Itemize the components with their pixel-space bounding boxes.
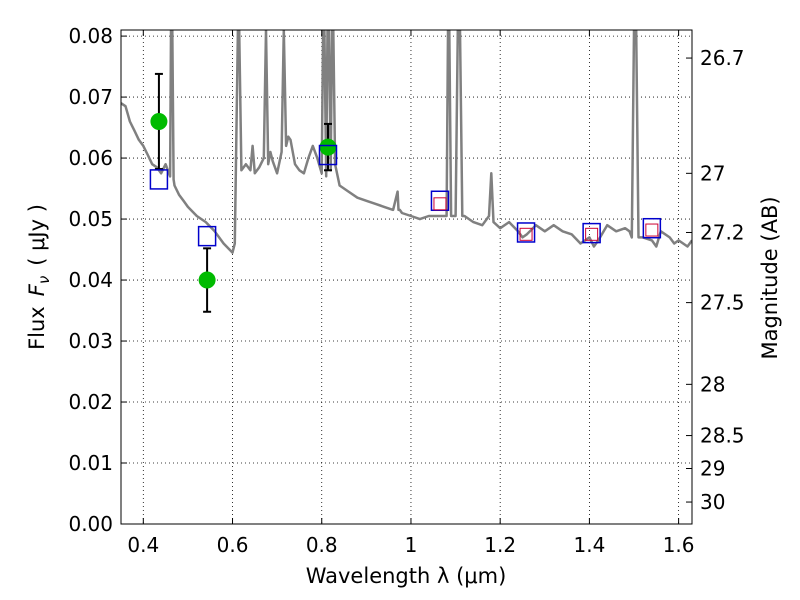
y-axis-label-symbol: F [25, 283, 49, 296]
synthetic-square [318, 144, 338, 166]
predicted-squares [433, 197, 659, 241]
plot-area [121, 30, 692, 313]
y-axis-label-unit: ( μJy ) [25, 204, 49, 266]
x-tick-label: 1 [405, 533, 418, 557]
predicted-square [585, 227, 599, 241]
y2-axis-label: Magnitude (AB) [758, 196, 782, 359]
x-tick-label: 0.6 [217, 533, 249, 557]
y2-tick-label: 30 [700, 490, 725, 514]
observed-point [198, 271, 216, 289]
x-axis-ticks: 0.4 0.6 0.8 1 1.2 1.4 1.6 [127, 30, 695, 557]
y-axis-ticks: 0.00 0.01 0.02 0.03 0.04 0.05 0.06 0.07 0.08 [68, 24, 127, 536]
x-tick-label: 1.2 [484, 533, 516, 557]
y-tick-label: 0.06 [68, 146, 113, 170]
x-tick-label: 0.4 [127, 533, 159, 557]
observed-points [150, 112, 337, 289]
y-tick-label: 0.00 [68, 512, 113, 536]
y-tick-label: 0.01 [68, 451, 113, 475]
y2-tick-label: 29 [700, 457, 725, 481]
observed-point [319, 138, 337, 156]
synthetic-square [582, 222, 601, 244]
x-tick-label: 0.8 [306, 533, 338, 557]
y-tick-label: 0.05 [68, 207, 113, 231]
plot-frame [120, 29, 693, 525]
x-tick-label: 1.4 [573, 533, 605, 557]
y-tick-label: 0.04 [68, 268, 113, 292]
synthetic-square [642, 217, 662, 239]
y-tick-label: 0.07 [68, 85, 113, 109]
y-tick-label: 0.02 [68, 390, 113, 414]
y-axis-label: Flux Fν ( μJy ) [25, 204, 53, 350]
y-axis-label-subscript: ν [35, 276, 53, 284]
y2-tick-label: 27.5 [700, 291, 745, 315]
synthetic-square [516, 222, 536, 243]
y-axis-label-word: Flux [25, 306, 49, 350]
x-axis-label: Wavelength λ (μm) [306, 564, 507, 588]
y-tick-label: 0.08 [68, 24, 113, 48]
predicted-square [519, 227, 533, 241]
y2-axis-ticks: 26.7 27 27.2 27.5 28 28.5 29 30 [686, 46, 745, 514]
synthetic-square [149, 169, 169, 190]
x-tick-label: 1.6 [663, 533, 695, 557]
synthetic-square [197, 225, 217, 247]
y2-tick-label: 27.2 [700, 220, 745, 244]
model-spectrum-line [121, 30, 692, 254]
y2-tick-label: 28 [700, 372, 725, 396]
error-bars [154, 72, 332, 313]
y2-tick-label: 28.5 [700, 424, 745, 448]
predicted-square [645, 223, 659, 237]
y2-tick-label: 26.7 [700, 46, 745, 70]
y-tick-label: 0.03 [68, 329, 113, 353]
predicted-square [433, 197, 447, 211]
synthetic-squares [149, 144, 662, 247]
observed-point [150, 112, 168, 130]
y2-tick-label: 27 [700, 161, 725, 185]
